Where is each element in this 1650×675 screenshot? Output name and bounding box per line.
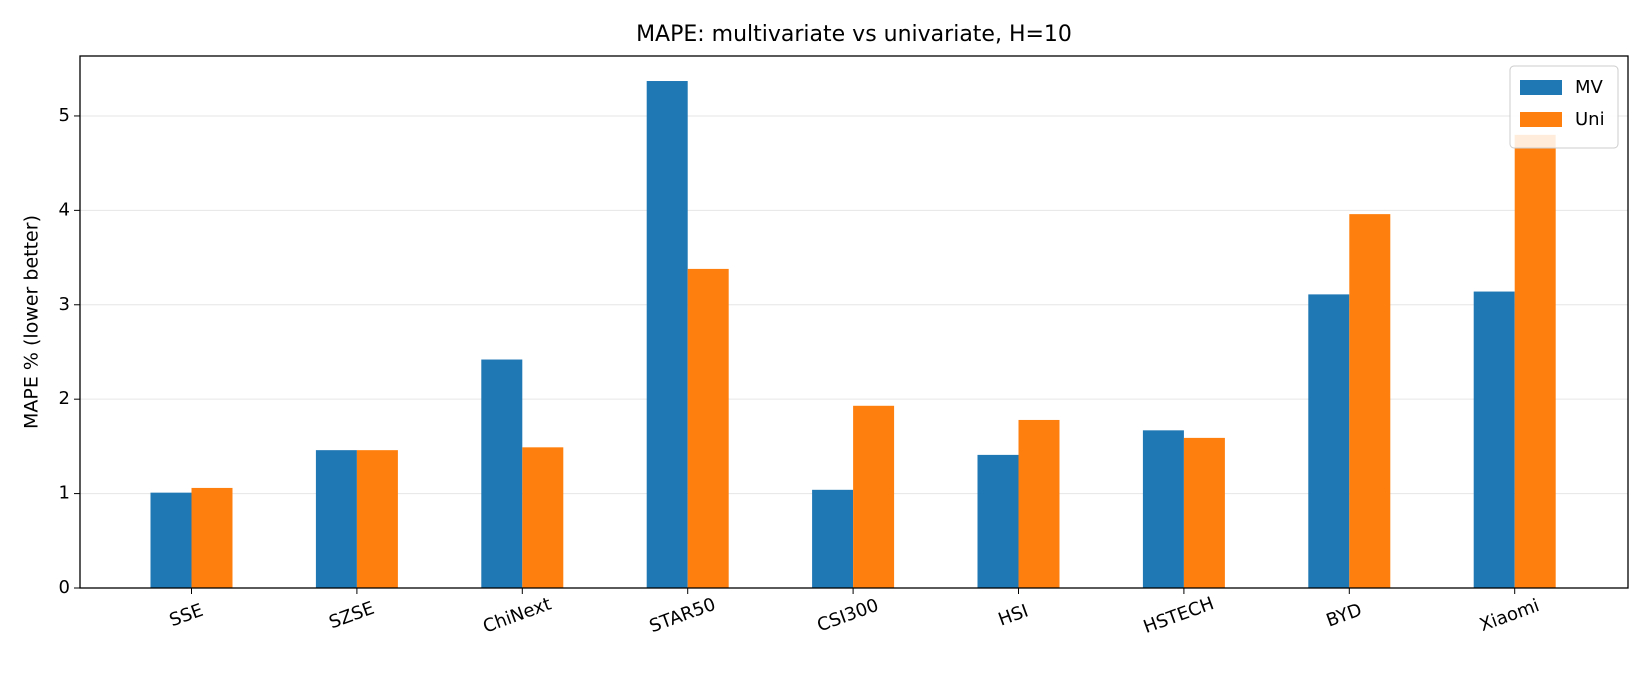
bar (356, 450, 398, 588)
bar (191, 487, 233, 588)
bar (977, 454, 1019, 588)
x-tick-label: ChiNext (480, 594, 554, 638)
y-axis-label: MAPE % (lower better) (21, 215, 43, 429)
legend-label: MV (1575, 77, 1604, 98)
bar (522, 447, 564, 588)
y-tick-label: 1 (59, 483, 70, 504)
bar (481, 359, 523, 588)
bar (812, 489, 854, 588)
x-tick-label: SZSE (326, 598, 377, 634)
legend-swatch (1520, 80, 1562, 95)
chart-title: MAPE: multivariate vs univariate, H=10 (636, 22, 1072, 47)
bar (1142, 430, 1184, 588)
bar (646, 81, 688, 589)
bar (1349, 214, 1391, 588)
x-tick-label: CSI300 (814, 595, 881, 637)
y-tick-label: 4 (59, 199, 70, 220)
bar (1473, 291, 1515, 588)
y-tick-label: 2 (59, 388, 70, 409)
bar (853, 405, 895, 588)
x-tick-label: SSE (167, 600, 206, 631)
plot-frame (79, 55, 1629, 589)
bar (315, 450, 357, 588)
x-tick-label: HSTECH (1141, 593, 1217, 638)
x-tick-label: Xiaomi (1477, 595, 1542, 636)
bar (1514, 134, 1556, 589)
bar (1183, 437, 1225, 588)
y-tick-label: 0 (59, 577, 70, 598)
bar (1308, 294, 1350, 588)
x-tick-label: STAR50 (647, 594, 719, 637)
x-tick-label: BYD (1324, 599, 1365, 631)
legend-label: Uni (1575, 109, 1605, 130)
bar (687, 268, 729, 588)
x-tick-label: HSI (996, 600, 1032, 630)
legend-swatch (1520, 112, 1562, 127)
y-tick-label: 5 (59, 105, 70, 126)
bar (150, 492, 192, 588)
y-tick-label: 3 (59, 294, 70, 315)
bar (1018, 419, 1060, 588)
